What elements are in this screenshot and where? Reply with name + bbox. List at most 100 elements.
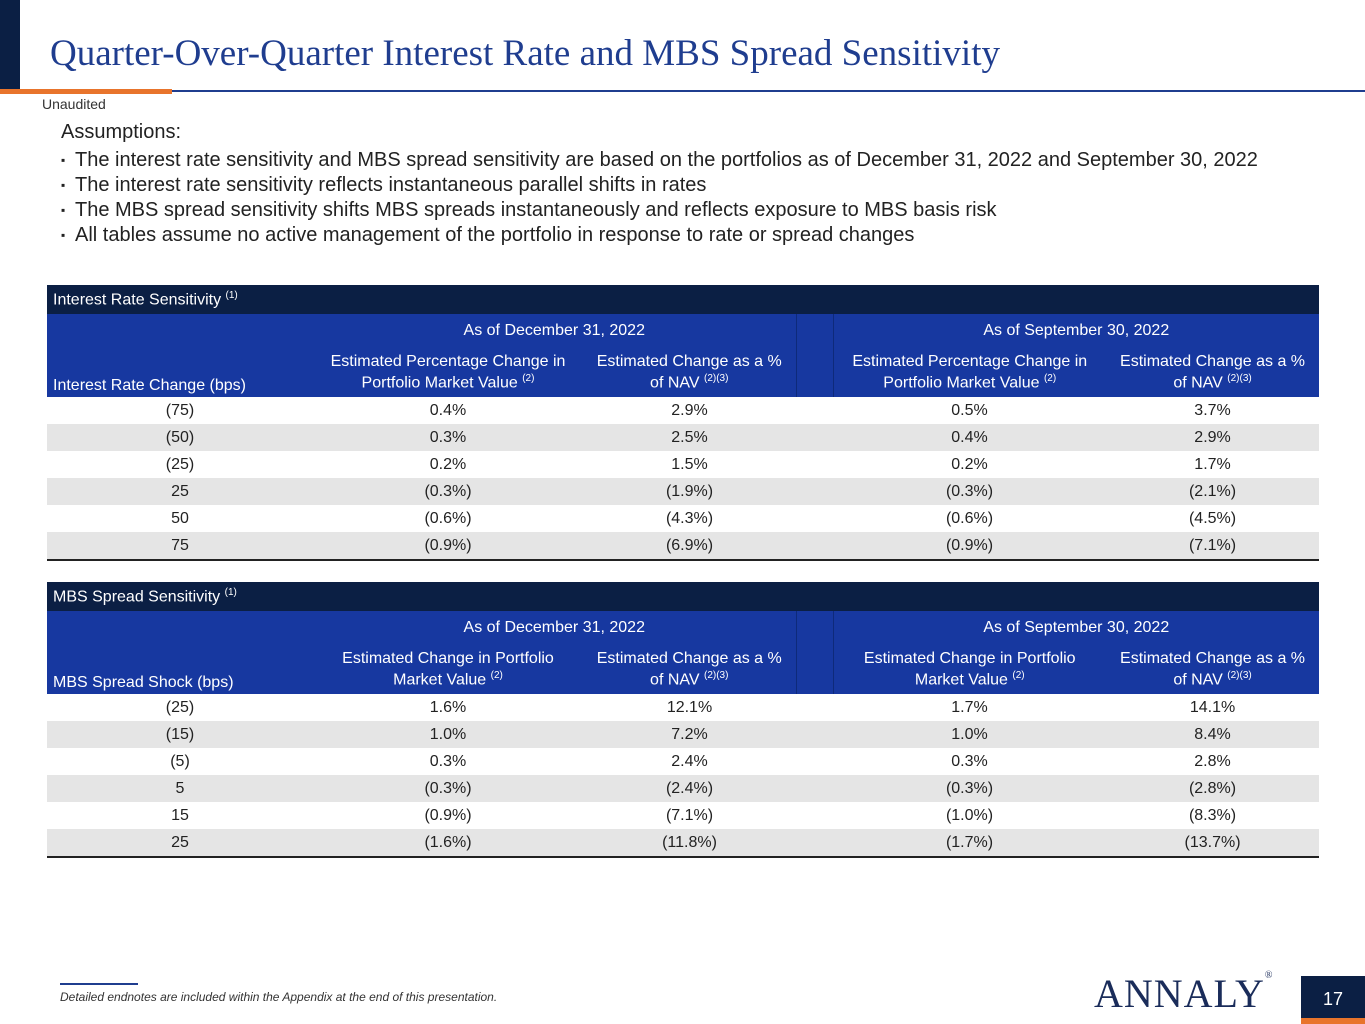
table-row: (25) 0.2% 1.5% 0.2% 1.7% [47,451,1319,478]
row-label-cell: (50) [47,424,313,451]
gap-cell [796,829,833,858]
value-cell: (13.7%) [1106,829,1320,858]
value-cell: (0.6%) [424,509,472,527]
row-label-cell: 5 [47,775,313,802]
annaly-logo: ANNALY® [1094,970,1274,1016]
gap-cell [796,775,833,802]
title-underline [20,90,1365,92]
value-cell: 1.0% [313,721,583,748]
value-cell: (4.3%) [665,509,714,527]
value-cell: (0.3%) [313,775,583,802]
value-cell: (1.9%) [583,478,796,505]
column-header: Estimated Change as a % of NAV (2)(3) [1106,644,1320,694]
row-label-cell: (75) [165,401,195,419]
unaudited-label: Unaudited [42,96,106,112]
group-header-dec-2022: As of December 31, 2022 [313,611,796,644]
row-label-cell: (5) [170,752,190,770]
value-cell: 0.3% [429,752,467,770]
value-cell: 1.5% [671,455,708,473]
value-cell: 14.1% [1189,698,1236,716]
assumptions-heading: Assumptions: [61,121,182,143]
table-caption: MBS Spread Sensitivity (1) [47,582,1320,611]
value-cell: (1.0%) [945,806,994,824]
row-label-cell: 75 [47,532,313,561]
value-cell: (0.3%) [313,478,583,505]
gap-cell [796,748,833,775]
group-header-sep-2022: As of September 30, 2022 [833,611,1320,644]
row-label-cell: 50 [171,509,189,527]
table-row: (15) 1.0% 7.2% 1.0% 8.4% [47,721,1320,748]
value-cell: (11.8%) [583,829,796,858]
value-cell: 3.7% [1194,401,1231,419]
value-cell: 2.9% [671,401,708,419]
page-number-accent [1301,1018,1365,1024]
column-header: Estimated Change in Portfolio Market Val… [833,644,1106,694]
table-row: 50 (0.6%) (4.3%) (0.6%) (4.5%) [47,505,1319,532]
value-cell: 0.3% [313,424,583,451]
table-row: 5 (0.3%) (2.4%) (0.3%) (2.8%) [47,775,1320,802]
value-cell: (4.5%) [1188,509,1237,527]
group-header-dec-2022: As of December 31, 2022 [313,314,796,347]
endnote-text: Detailed endnotes are included within th… [60,990,498,1004]
value-cell: (0.3%) [833,775,1106,802]
group-header-sep-2022: As of September 30, 2022 [833,314,1320,347]
value-cell: (8.3%) [1188,806,1237,824]
assumption-item: All tables assume no active management o… [61,223,1261,248]
value-cell: 1.0% [833,721,1106,748]
table-row: (75) 0.4% 2.9% 0.5% 3.7% [47,397,1319,424]
gap-cell [796,451,833,478]
value-cell: 0.4% [429,401,467,419]
assumptions-section: Assumptions: The interest rate sensitivi… [61,121,1261,248]
row-label-cell: 25 [47,829,313,858]
row-label-cell: (25) [165,455,195,473]
page-title: Quarter-Over-Quarter Interest Rate and M… [50,33,1000,74]
value-cell: (7.1%) [665,806,714,824]
value-cell: 0.3% [951,752,988,770]
value-cell: 12.1% [666,698,713,716]
column-header: Estimated Change as a % of NAV (2)(3) [583,644,796,694]
value-cell: 2.4% [671,752,708,770]
table-row: (50) 0.3% 2.5% 0.4% 2.9% [47,424,1320,451]
gap-cell [796,424,833,451]
table-row: (5) 0.3% 2.4% 0.3% 2.8% [47,748,1319,775]
value-cell: (2.1%) [1106,478,1320,505]
row-label-cell: 25 [47,478,313,505]
table-row: 25 (1.6%) (11.8%) (1.7%) (13.7%) [47,829,1320,858]
row-label-cell: 15 [171,806,189,824]
assumption-item: The MBS spread sensitivity shifts MBS sp… [61,198,1261,223]
value-cell: 0.2% [951,455,988,473]
column-header: Estimated Percentage Change in Portfolio… [313,347,583,397]
row-label-cell: (25) [165,698,195,716]
row-label-cell: (15) [47,721,313,748]
value-cell: (2.4%) [583,775,796,802]
table-row: (25) 1.6% 12.1% 1.7% 14.1% [47,694,1319,721]
page-number: 17 [1301,976,1365,1018]
column-header: Estimated Change in Portfolio Market Val… [313,644,583,694]
value-cell: 1.7% [1194,455,1231,473]
value-cell: 0.2% [429,455,467,473]
column-header: Estimated Change as a % of NAV (2)(3) [583,347,796,397]
value-cell: (1.7%) [833,829,1106,858]
gap-cell [796,694,833,721]
value-cell: (0.6%) [945,509,994,527]
gap-cell [796,478,833,505]
value-cell: 2.9% [1106,424,1320,451]
value-cell: (0.9%) [833,532,1106,561]
column-header: Estimated Percentage Change in Portfolio… [833,347,1106,397]
gap-cell [796,532,833,561]
value-cell: 1.7% [951,698,988,716]
value-cell: 0.4% [833,424,1106,451]
value-cell: 2.5% [583,424,796,451]
left-accent-bar [0,0,20,90]
table-caption: Interest Rate Sensitivity (1) [47,285,1320,314]
assumption-item: The interest rate sensitivity and MBS sp… [61,148,1261,173]
value-cell: (6.9%) [583,532,796,561]
value-cell: 1.6% [429,698,467,716]
row-header-label: Interest Rate Change (bps) [47,347,313,397]
value-cell: (2.8%) [1106,775,1320,802]
assumption-item: The interest rate sensitivity reflects i… [61,173,1261,198]
assumptions-list: The interest rate sensitivity and MBS sp… [61,148,1261,248]
gap-cell [796,505,833,532]
gap-cell [796,397,833,424]
value-cell: 7.2% [583,721,796,748]
